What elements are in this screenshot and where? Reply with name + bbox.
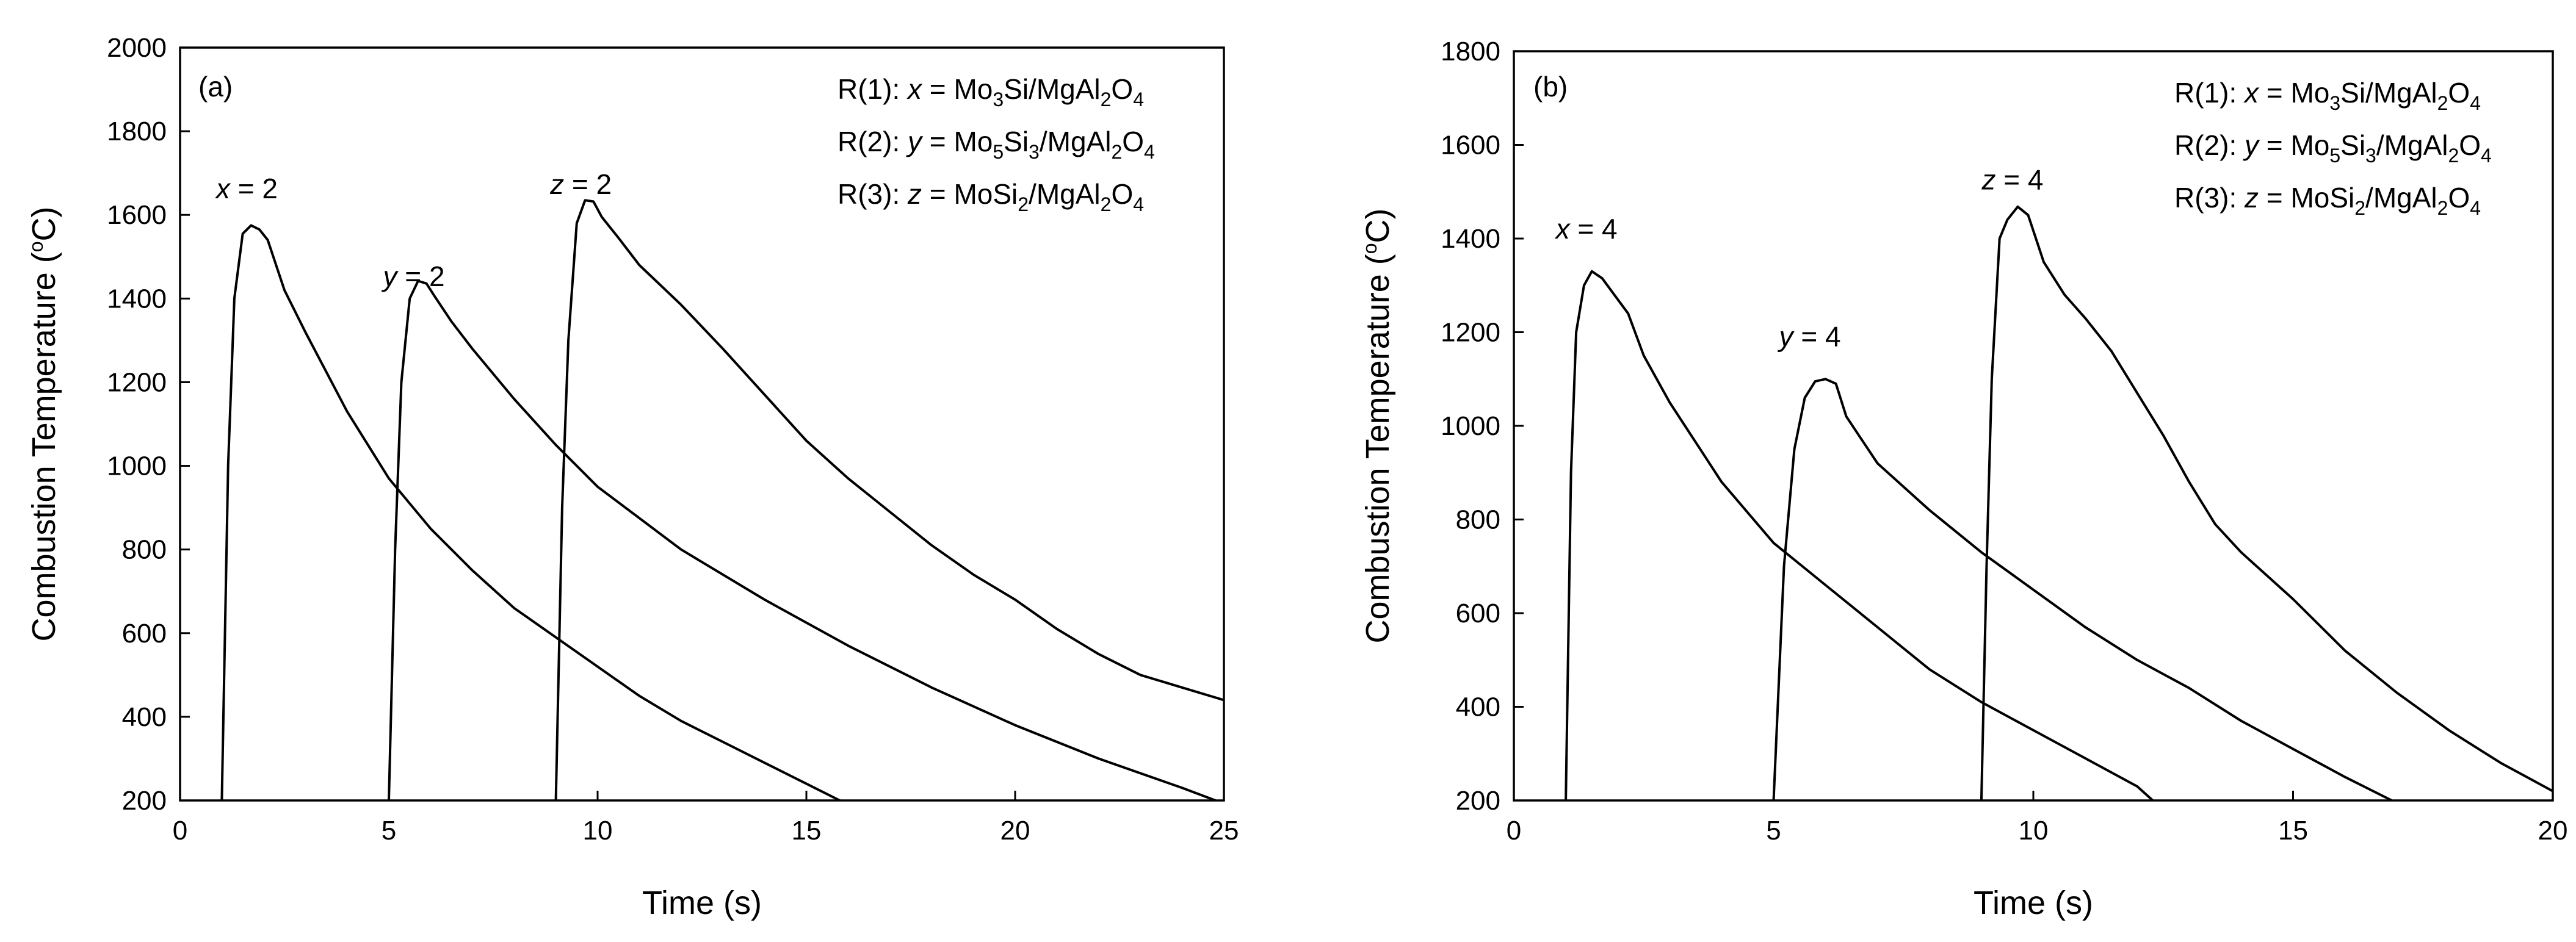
y-tick-label: 800 [1456, 505, 1500, 535]
x-tick-label: 0 [173, 816, 187, 846]
series-line [1565, 270, 2154, 802]
x-axis-title: Time (s) [642, 885, 762, 921]
y-tick-label: 600 [1456, 599, 1500, 628]
y-axis-title: Combustion Temperature (oC) [25, 206, 62, 641]
x-tick-label: 25 [1209, 816, 1239, 846]
x-tick-label: 10 [2019, 816, 2049, 846]
y-tick-label: 1200 [1441, 318, 1500, 348]
y-tick-label: 1600 [107, 200, 167, 230]
legend-entry: R(1): x = Mo3Si/MgAl2O4 [2174, 77, 2481, 114]
y-tick-label: 1400 [1441, 224, 1500, 254]
y-tick-label: 1000 [1441, 411, 1500, 441]
series-label: y = 4 [1778, 321, 1841, 353]
series-line [220, 224, 841, 802]
legend-entry: R(2): y = Mo5Si3/MgAl2O4 [838, 126, 1155, 163]
y-tick-label: 200 [122, 786, 167, 816]
series-label: x = 2 [215, 173, 278, 204]
y-tick-label: 1000 [107, 451, 167, 481]
y-tick-label: 1200 [107, 367, 167, 397]
x-tick-label: 10 [583, 816, 613, 846]
series-line [1980, 205, 2553, 801]
legend-entry: R(3): z = MoSi2/MgAl2O4 [2174, 182, 2481, 219]
series-label: z = 2 [549, 168, 612, 200]
series-line [388, 279, 1217, 802]
legend-entry: R(1): x = Mo3Si/MgAl2O4 [838, 73, 1144, 110]
series-label: y = 2 [382, 261, 445, 292]
series-line [1772, 378, 2393, 802]
y-tick-label: 2000 [107, 33, 167, 63]
x-tick-label: 20 [2538, 816, 2568, 846]
chart-panel-a: 0 5 10 15 20 25 200 400 600 800 1000 1200 1400 1600 18… [25, 33, 1239, 921]
series-label: z = 4 [1981, 164, 2043, 195]
plot-frame [179, 46, 1225, 802]
x-tick-label: 0 [1507, 816, 1521, 846]
series-label: x = 4 [1555, 213, 1618, 245]
y-tick-label: 400 [122, 702, 167, 732]
legend-entry: R(2): y = Mo5Si3/MgAl2O4 [2174, 129, 2492, 167]
x-tick-label: 20 [1000, 816, 1030, 846]
y-tick-label: 800 [122, 535, 167, 565]
panel-label: (a) [198, 71, 233, 102]
x-tick-label: 5 [382, 816, 396, 846]
y-tick-label: 1400 [107, 284, 167, 314]
y-tick-label: 400 [1456, 692, 1500, 722]
x-axis-title: Time (s) [1974, 885, 2093, 921]
y-tick-label: 200 [1456, 786, 1500, 816]
panel-label: (b) [1533, 71, 1568, 102]
y-tick-label: 1800 [107, 117, 167, 146]
x-tick-label: 15 [2278, 816, 2308, 846]
x-tick-label: 15 [792, 816, 822, 846]
x-tick-label: 5 [1766, 816, 1781, 846]
chart-panel-b: 0 5 10 15 20 200 400 600 800 1000 1200 1400 1600 1800… [1359, 37, 2567, 921]
y-tick-label: 1800 [1441, 37, 1500, 67]
series-line [554, 199, 1225, 801]
y-tick-label: 1600 [1441, 131, 1500, 160]
legend-entry: R(3): z = MoSi2/MgAl2O4 [838, 178, 1144, 215]
y-axis-title: Combustion Temperature (oC) [1359, 208, 1396, 643]
y-tick-label: 600 [122, 619, 167, 649]
